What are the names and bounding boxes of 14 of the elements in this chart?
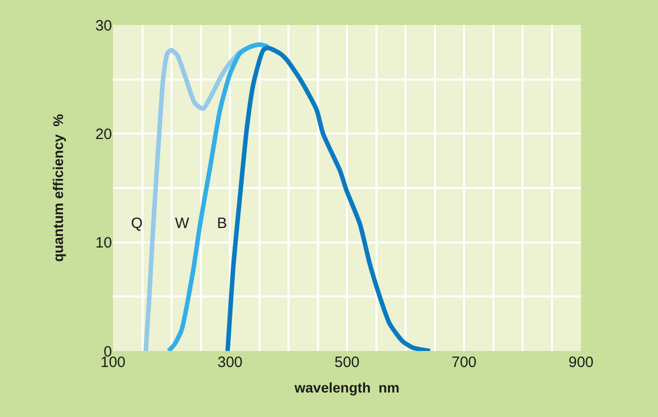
x-tick-label: 900: [568, 354, 594, 371]
series-label: Q: [131, 215, 143, 232]
line-series: [166, 42, 270, 351]
y-tick-label: 10: [95, 234, 112, 252]
x-axis-title: wavelength nm: [293, 379, 400, 396]
x-tick-label: 500: [334, 354, 360, 371]
line-series: [225, 46, 432, 351]
series-label: B: [217, 215, 228, 232]
series-label: W: [175, 215, 190, 232]
y-tick-label: 30: [95, 17, 112, 34]
y-axis-title: quantum efficiency %: [50, 114, 66, 262]
x-tick-label: 300: [217, 354, 243, 371]
y-tick-label: 20: [95, 126, 112, 143]
x-tick-label: 700: [451, 354, 477, 371]
